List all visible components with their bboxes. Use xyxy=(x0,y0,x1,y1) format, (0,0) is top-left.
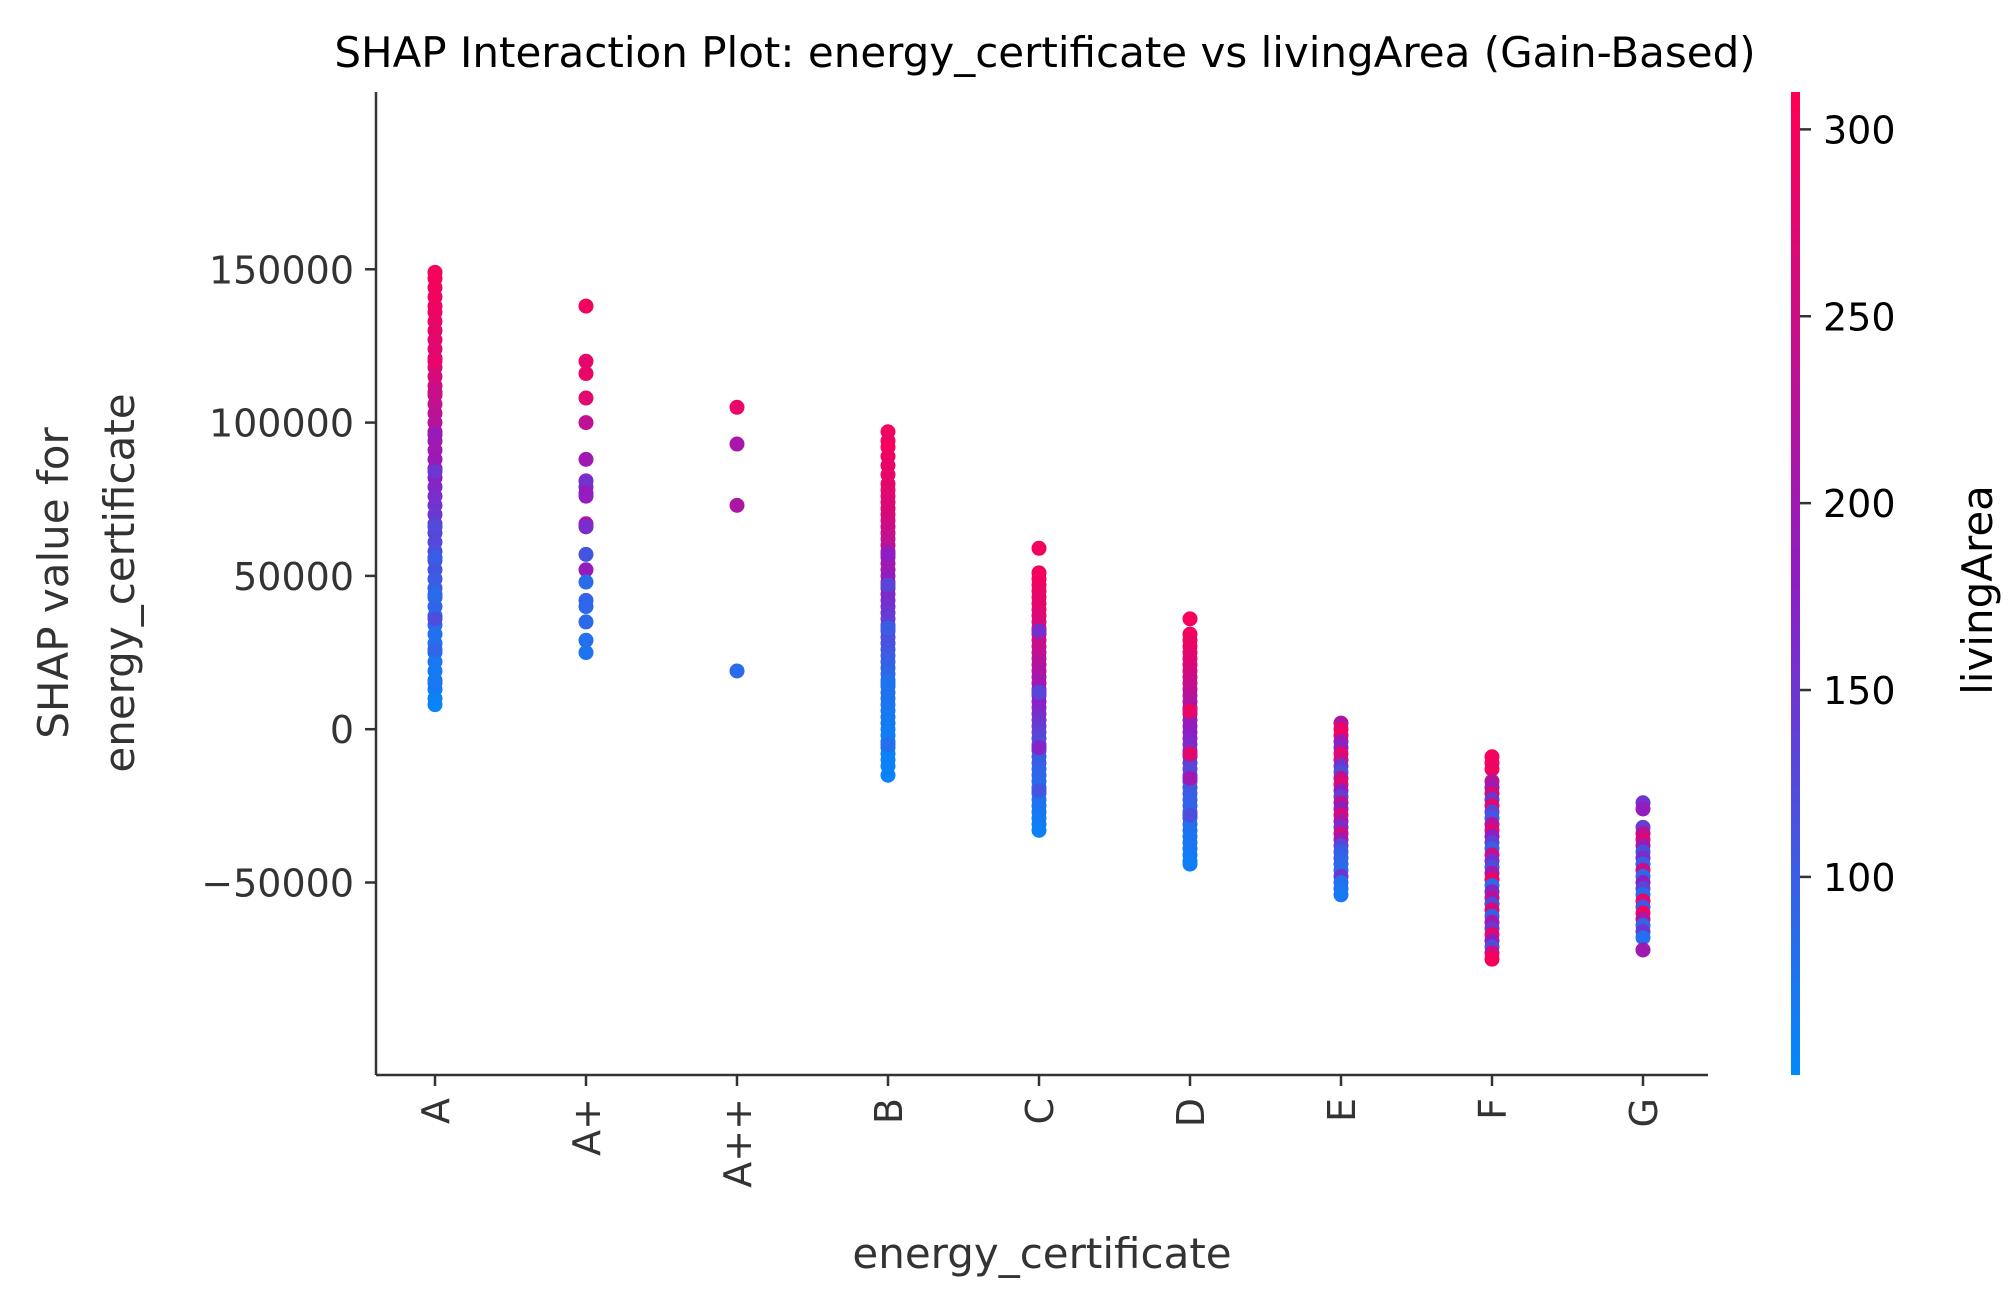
scatter-point xyxy=(880,675,896,691)
scatter-point xyxy=(1182,611,1198,627)
scatter-point xyxy=(1031,783,1047,799)
scatter-point xyxy=(880,577,896,593)
x-tick-label: E xyxy=(1320,1098,1364,1122)
scatter-point xyxy=(427,464,443,480)
chart-title: SHAP Interaction Plot: energy_certificat… xyxy=(334,28,1755,77)
colorbar xyxy=(1791,92,1800,1075)
colorbar-tick-label: 150 xyxy=(1823,669,1896,713)
scatter-point xyxy=(427,586,443,602)
y-axis-label-line-2: energy_certificate xyxy=(95,393,144,772)
y-axis-label-line-1: SHAP value for xyxy=(29,427,78,739)
y-tick-label: 150000 xyxy=(209,248,354,292)
scatter-point xyxy=(578,353,594,369)
scatter-point xyxy=(427,675,443,691)
x-tick-label: C xyxy=(1018,1098,1062,1125)
x-ticks: A A+ A++ B C D E F G xyxy=(414,1075,1666,1188)
scatter-point xyxy=(427,641,443,657)
scatter-point xyxy=(1635,930,1651,946)
scatter-point xyxy=(427,611,443,627)
x-axis-label: energy_certificate xyxy=(852,1229,1231,1278)
colorbar-tick-label: 100 xyxy=(1823,856,1896,900)
scatter-point xyxy=(1635,801,1651,817)
scatter-point xyxy=(729,497,745,513)
scatter-point xyxy=(1031,822,1047,838)
y-tick-label: −50000 xyxy=(201,862,354,906)
scatter-point xyxy=(578,574,594,590)
scatter-point xyxy=(1333,887,1349,903)
x-tick-label: A xyxy=(414,1098,458,1124)
colorbar-label: livingArea xyxy=(1953,485,2002,695)
y-tick-label: 0 xyxy=(330,708,354,752)
scatter-point xyxy=(427,353,443,369)
x-tick-label: B xyxy=(867,1098,911,1124)
scatter-point xyxy=(578,519,594,535)
scatter-point xyxy=(1635,942,1651,958)
scatter-point xyxy=(578,366,594,382)
scatter-point xyxy=(578,390,594,406)
scatter-point xyxy=(578,546,594,562)
scatter-point xyxy=(427,549,443,565)
scatter-point xyxy=(427,519,443,535)
x-tick-label: A++ xyxy=(716,1098,760,1188)
scatter-point xyxy=(578,488,594,504)
scatter-point xyxy=(1031,740,1047,756)
y-ticks: 150000 100000 50000 0 −50000 xyxy=(201,248,376,906)
scatter-point xyxy=(1031,684,1047,700)
scatter-point xyxy=(1182,856,1198,872)
scatter-point xyxy=(578,451,594,467)
scatter-point xyxy=(1484,951,1500,967)
scatter-point xyxy=(1182,703,1198,719)
scatter-point xyxy=(578,298,594,314)
scatter-point xyxy=(578,415,594,431)
scatter-point xyxy=(578,599,594,615)
y-tick-label: 50000 xyxy=(233,555,354,599)
scatter-point xyxy=(578,645,594,661)
scatter-point xyxy=(729,663,745,679)
scatter-point xyxy=(1031,540,1047,556)
scatter-point xyxy=(427,697,443,713)
scatter-point xyxy=(1031,623,1047,639)
scatter-point xyxy=(729,399,745,415)
scatter-point xyxy=(427,427,443,443)
scatter-point xyxy=(1182,770,1198,786)
colorbar-tick-label: 200 xyxy=(1823,482,1896,526)
x-tick-label: A+ xyxy=(565,1098,609,1156)
scatter-point xyxy=(1182,746,1198,762)
scatter-point xyxy=(578,632,594,648)
scatter-point xyxy=(729,436,745,452)
colorbar-tick-label: 250 xyxy=(1823,295,1896,339)
scatter-point xyxy=(578,562,594,578)
colorbar-ticks: 100 150 200 250 300 xyxy=(1800,108,1896,900)
x-tick-label: G xyxy=(1622,1098,1666,1127)
x-tick-label: D xyxy=(1169,1098,1213,1127)
scatter-point xyxy=(427,384,443,400)
scatter-point xyxy=(880,767,896,783)
scatter-point xyxy=(880,737,896,753)
scatter-point xyxy=(578,614,594,630)
colorbar-tick-label: 300 xyxy=(1823,108,1896,152)
scatter-point xyxy=(1182,807,1198,823)
scatter-point xyxy=(1484,761,1500,777)
y-tick-label: 100000 xyxy=(209,402,354,446)
plot-area xyxy=(427,264,1651,967)
scatter-point xyxy=(880,620,896,636)
x-tick-label: F xyxy=(1471,1098,1515,1120)
scatter-point xyxy=(880,546,896,562)
